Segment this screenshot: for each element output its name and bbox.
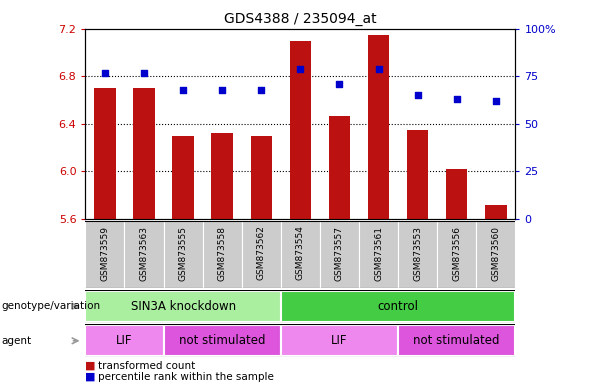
Bar bbox=[164, 325, 281, 356]
Point bbox=[296, 66, 305, 72]
Text: percentile rank within the sample: percentile rank within the sample bbox=[98, 372, 274, 382]
Text: genotype/variation: genotype/variation bbox=[1, 301, 100, 311]
Bar bbox=[94, 88, 115, 219]
Text: LIF: LIF bbox=[116, 334, 133, 347]
Bar bbox=[446, 169, 468, 219]
Bar bbox=[250, 136, 272, 219]
Bar bbox=[398, 325, 515, 356]
Bar bbox=[320, 221, 359, 288]
Text: GSM873554: GSM873554 bbox=[296, 226, 305, 280]
Text: ■: ■ bbox=[85, 361, 96, 371]
Bar bbox=[281, 325, 398, 356]
Bar bbox=[359, 221, 398, 288]
Text: GSM873553: GSM873553 bbox=[413, 225, 422, 281]
Bar bbox=[124, 221, 164, 288]
Bar bbox=[477, 221, 515, 288]
Point bbox=[452, 96, 461, 102]
Bar bbox=[281, 221, 320, 288]
Bar bbox=[85, 325, 164, 356]
Bar bbox=[211, 133, 233, 219]
Title: GDS4388 / 235094_at: GDS4388 / 235094_at bbox=[224, 12, 377, 26]
Bar bbox=[164, 221, 203, 288]
Text: ■: ■ bbox=[85, 372, 96, 382]
Point bbox=[217, 86, 227, 93]
Text: GSM873556: GSM873556 bbox=[452, 225, 461, 281]
Bar bbox=[368, 35, 389, 219]
Text: SIN3A knockdown: SIN3A knockdown bbox=[131, 300, 236, 313]
Text: GSM873563: GSM873563 bbox=[140, 225, 148, 281]
Text: LIF: LIF bbox=[331, 334, 348, 347]
Text: GSM873558: GSM873558 bbox=[218, 225, 227, 281]
Bar bbox=[133, 88, 155, 219]
Point bbox=[413, 92, 422, 98]
Text: GSM873561: GSM873561 bbox=[374, 225, 383, 281]
Point bbox=[491, 98, 501, 104]
Text: not stimulated: not stimulated bbox=[179, 334, 266, 347]
Text: GSM873555: GSM873555 bbox=[178, 225, 188, 281]
Point bbox=[374, 66, 383, 72]
Text: GSM873559: GSM873559 bbox=[101, 225, 110, 281]
Text: agent: agent bbox=[1, 336, 31, 346]
Text: GSM873560: GSM873560 bbox=[491, 225, 500, 281]
Bar bbox=[85, 291, 281, 322]
Text: control: control bbox=[378, 300, 419, 313]
Bar bbox=[329, 116, 350, 219]
Point bbox=[140, 70, 149, 76]
Bar bbox=[241, 221, 281, 288]
Text: GSM873562: GSM873562 bbox=[257, 226, 266, 280]
Bar bbox=[85, 221, 124, 288]
Bar bbox=[173, 136, 194, 219]
Text: GSM873557: GSM873557 bbox=[335, 225, 344, 281]
Text: not stimulated: not stimulated bbox=[413, 334, 500, 347]
Text: transformed count: transformed count bbox=[98, 361, 196, 371]
Bar bbox=[407, 130, 428, 219]
Bar bbox=[437, 221, 477, 288]
Point bbox=[178, 86, 188, 93]
Bar bbox=[281, 291, 515, 322]
Bar bbox=[203, 221, 241, 288]
Point bbox=[257, 86, 266, 93]
Point bbox=[335, 81, 344, 87]
Bar bbox=[485, 205, 507, 219]
Point bbox=[100, 70, 110, 76]
Bar bbox=[290, 41, 311, 219]
Bar bbox=[398, 221, 437, 288]
